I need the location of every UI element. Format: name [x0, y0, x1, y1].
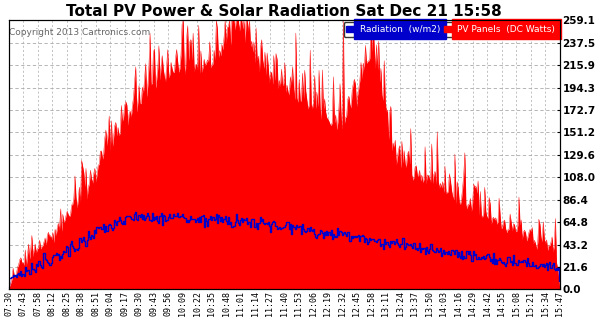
Title: Total PV Power & Solar Radiation Sat Dec 21 15:58: Total PV Power & Solar Radiation Sat Dec… — [67, 4, 502, 19]
Legend: Radiation  (w/m2), PV Panels  (DC Watts): Radiation (w/m2), PV Panels (DC Watts) — [344, 22, 558, 36]
Text: Copyright 2013 Cartronics.com: Copyright 2013 Cartronics.com — [9, 28, 151, 37]
